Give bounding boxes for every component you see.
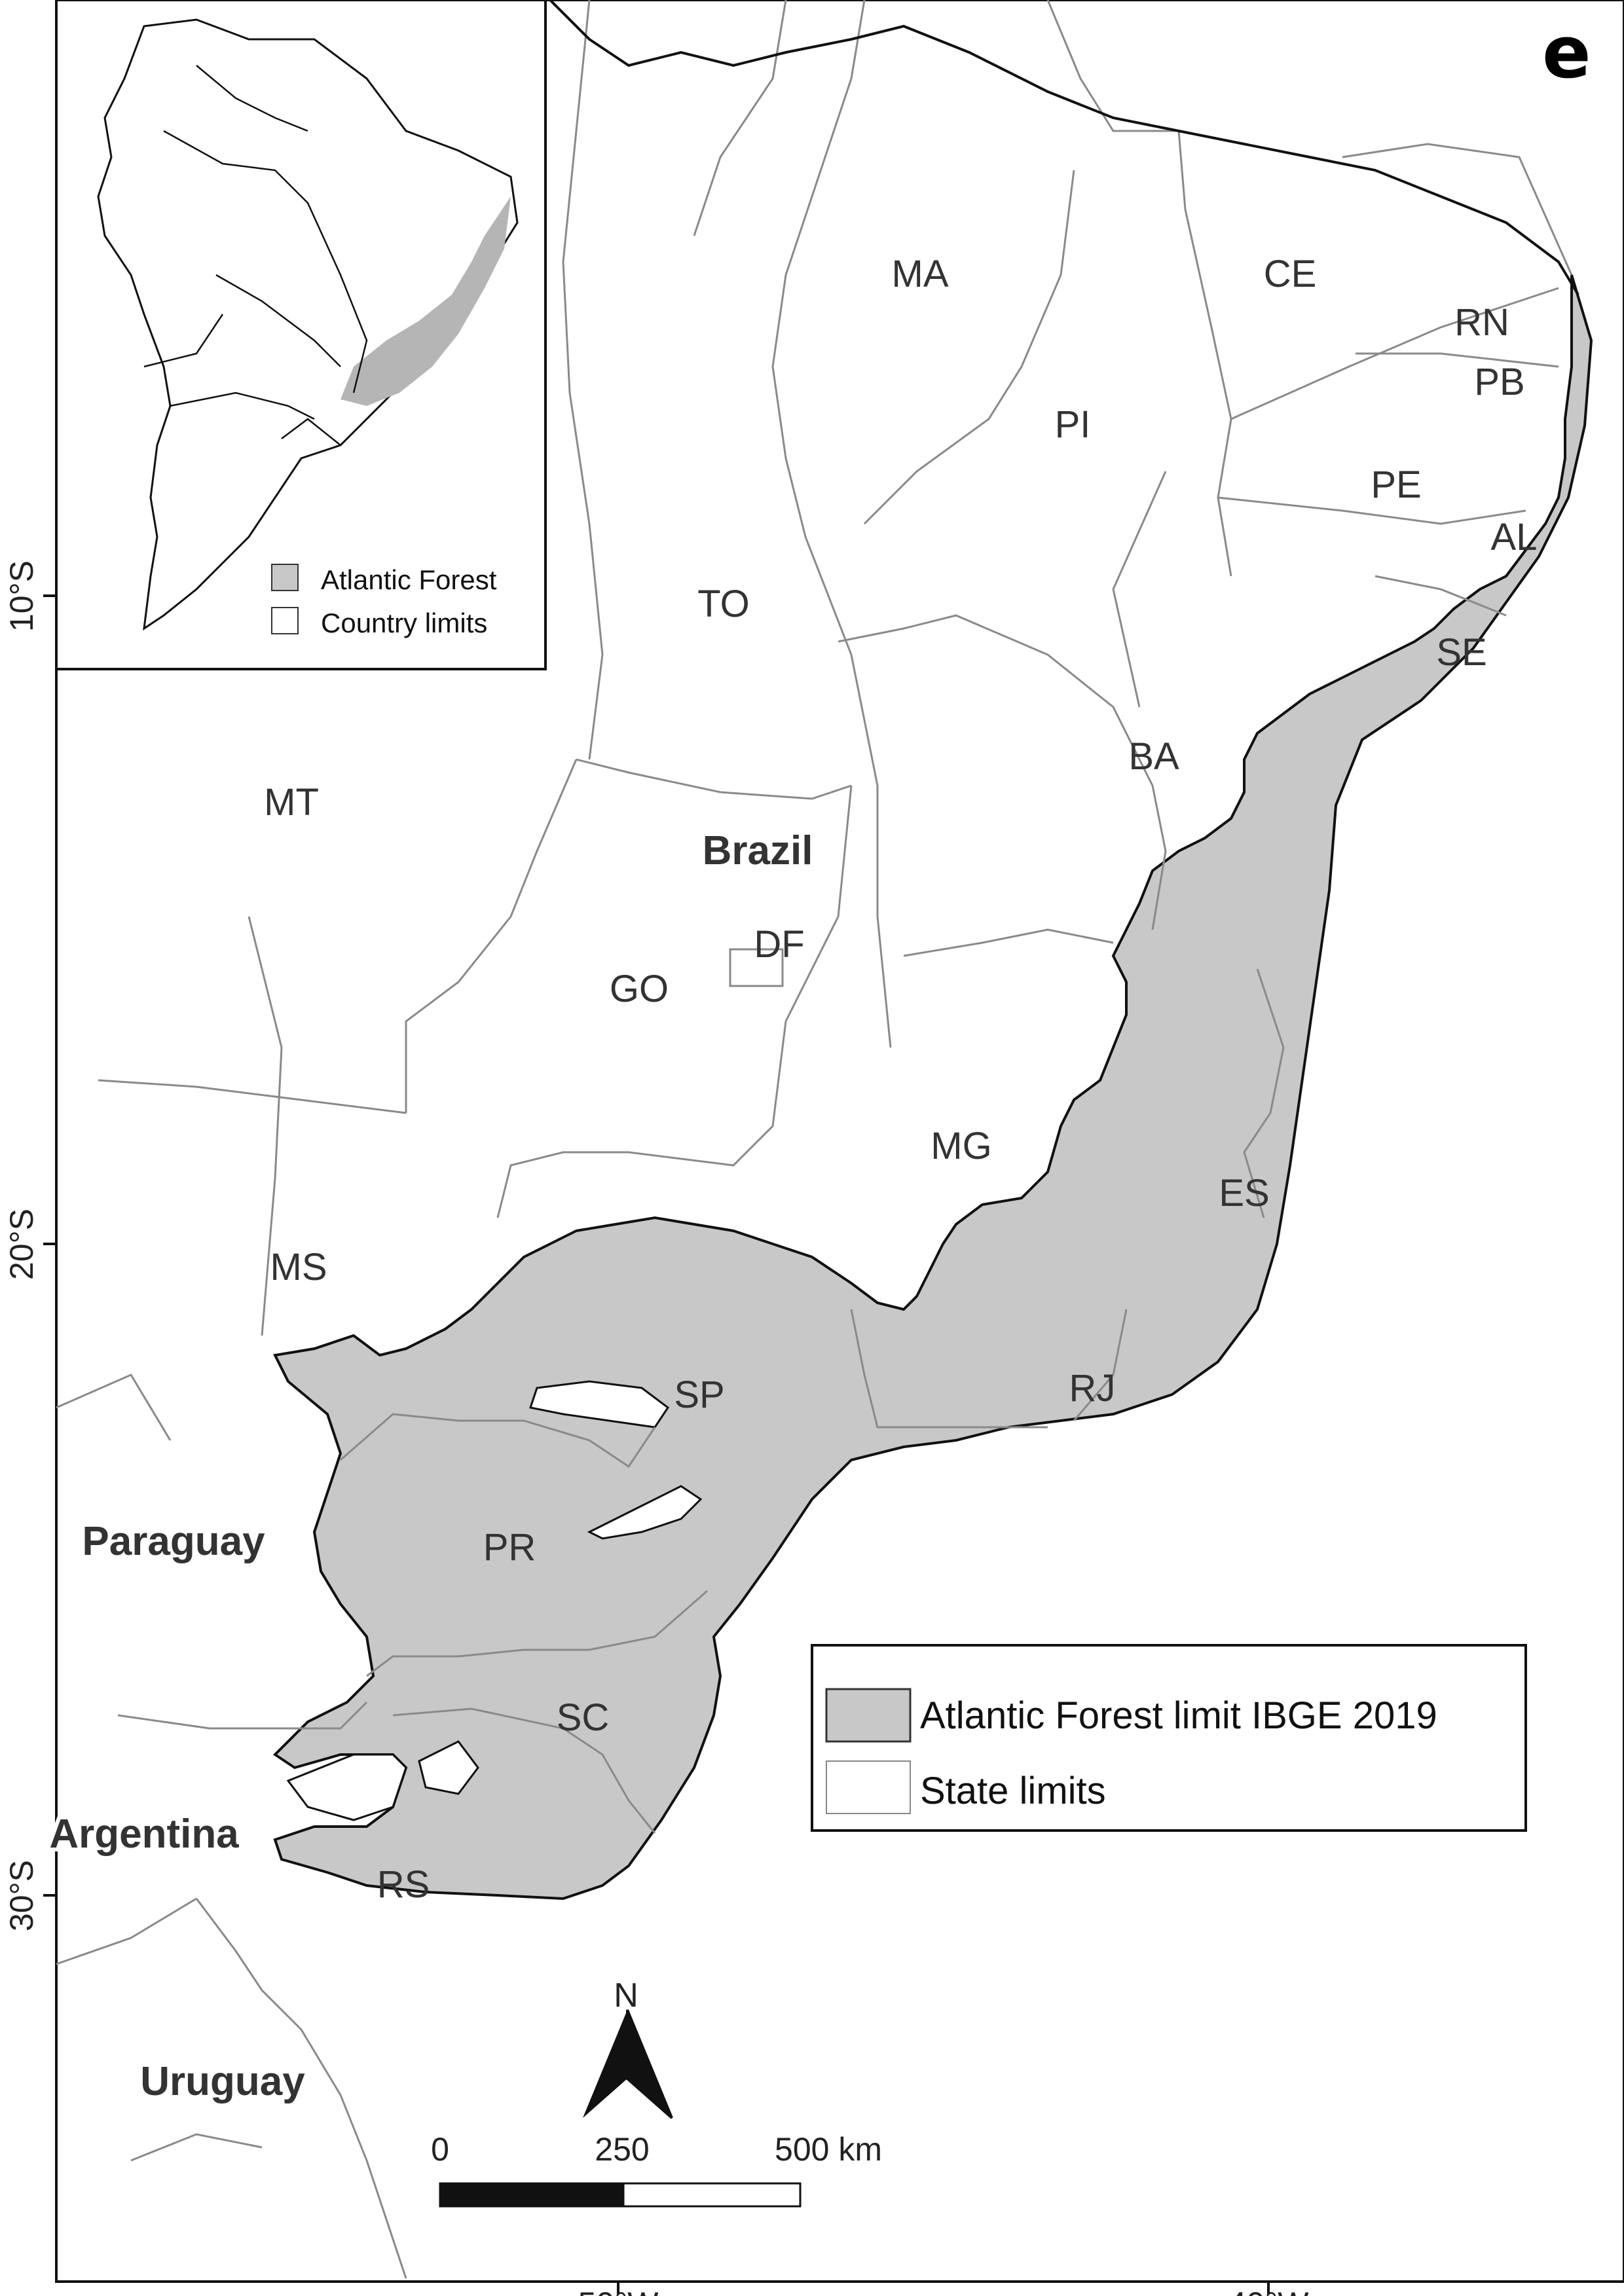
lat-label-10s: 10°S — [3, 560, 40, 632]
inset-legend-swatch-forest — [271, 564, 299, 591]
inset-atlantic-forest — [341, 196, 511, 406]
legend-swatch-state — [826, 1760, 911, 1814]
scale-label-250: 250 — [595, 2131, 649, 2168]
inset-legend: Atlantic Forest Country limits — [271, 564, 497, 638]
state-label-mt: MT — [264, 781, 319, 824]
state-label-pi: PI — [1055, 403, 1091, 446]
state-labels: MA CE RN PB PI PE AL TO SE BA MT DF GO M… — [264, 253, 1537, 1906]
state-label-pr: PR — [483, 1526, 536, 1569]
state-limits — [56, 0, 1573, 2279]
lat-label-20s: 20°S — [3, 1209, 40, 1280]
state-label-sp: SP — [674, 1374, 724, 1416]
forest-gap-pr — [587, 1485, 703, 1540]
state-label-al: AL — [1491, 516, 1538, 558]
scale-bar: 0 250 500 km — [431, 2131, 882, 2208]
panel-label: e — [1542, 10, 1591, 94]
legend-label-state: State limits — [920, 1770, 1106, 1812]
state-label-df: DF — [754, 923, 804, 966]
state-label-ba: BA — [1128, 735, 1179, 778]
north-arrow: N — [583, 1977, 673, 2119]
state-label-mg: MG — [931, 1125, 991, 1167]
scale-label-500: 500 km — [775, 2131, 882, 2168]
forest-gap-sc-west — [418, 1740, 479, 1795]
state-label-es: ES — [1219, 1172, 1269, 1214]
inset-legend-label-country: Country limits — [321, 608, 487, 638]
legend-label-forest: Atlantic Forest limit IBGE 2019 — [920, 1694, 1437, 1737]
state-label-pb: PB — [1474, 361, 1524, 403]
country-label-paraguay: Paraguay — [82, 1519, 265, 1564]
df-boundary — [729, 948, 784, 987]
state-label-rn: RN — [1454, 301, 1509, 344]
country-label-brazil: Brazil — [703, 828, 813, 873]
forest-gap-rs — [286, 1753, 407, 1821]
state-label-go: GO — [610, 968, 669, 1010]
state-label-se: SE — [1436, 631, 1486, 674]
north-arrow-right-fill — [627, 2010, 672, 2118]
lon-label-50w: 50°W — [578, 2286, 659, 2296]
country-label-uruguay: Uruguay — [140, 2059, 305, 2104]
state-label-ce: CE — [1264, 253, 1317, 295]
country-labels: Brazil Paraguay Argentina Uruguay — [45, 824, 817, 2108]
inset-country-limits — [143, 65, 368, 446]
coastline — [549, 0, 1579, 296]
legend-frame — [811, 1644, 1527, 1832]
state-label-ms: MS — [270, 1246, 327, 1288]
scale-bar-white — [622, 2182, 802, 2208]
state-label-to: TO — [697, 583, 750, 625]
lon-label-40w: 40°W — [1228, 2286, 1310, 2296]
north-arrow-left — [583, 2010, 627, 2118]
inset-map: Atlantic Forest Country limits — [55, 0, 547, 670]
map-legend: Atlantic Forest limit IBGE 2019 State li… — [811, 1644, 1527, 1832]
inset-legend-swatch-country — [271, 607, 299, 634]
inset-south-america — [97, 18, 519, 631]
scale-label-0: 0 — [431, 2131, 449, 2168]
inset-legend-label-forest: Atlantic Forest — [321, 564, 497, 595]
north-arrow-label: N — [614, 1977, 638, 2014]
legend-swatch-forest — [825, 1688, 912, 1743]
axis-ticks — [43, 594, 1270, 2295]
state-label-rj: RJ — [1069, 1367, 1116, 1410]
state-label-pe: PE — [1371, 464, 1421, 506]
scale-bar-black — [439, 2182, 625, 2208]
country-label-argentina: Argentina — [49, 1812, 239, 1857]
state-label-rs: RS — [377, 1863, 430, 1906]
state-label-sc: SC — [557, 1696, 610, 1739]
lat-label-30s: 30°S — [3, 1860, 40, 1931]
state-label-ma: MA — [892, 253, 949, 295]
